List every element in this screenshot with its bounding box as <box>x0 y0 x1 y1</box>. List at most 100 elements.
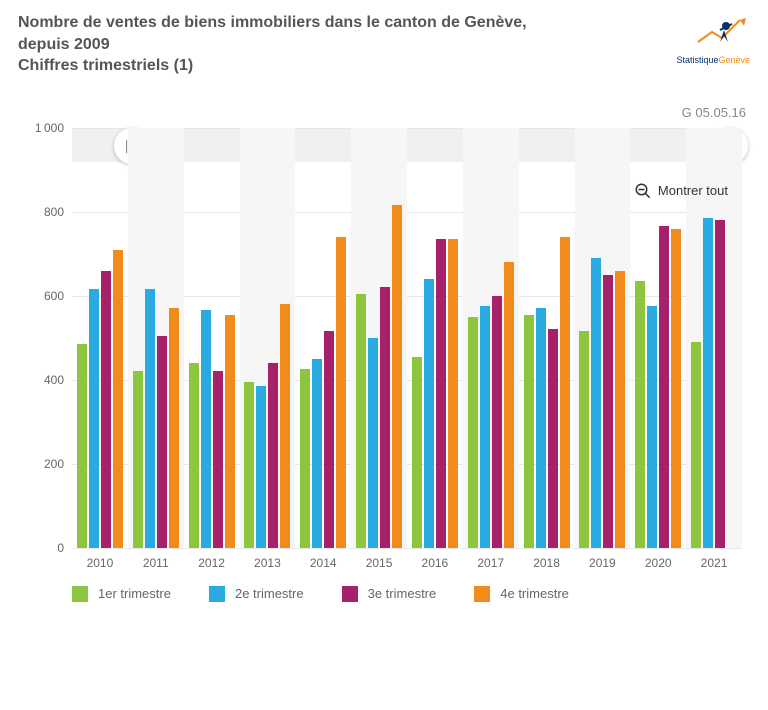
x-axis-label: 2018 <box>519 548 575 570</box>
bar[interactable] <box>145 289 155 547</box>
show-all-button[interactable]: Montrer tout <box>634 182 728 200</box>
year-column <box>519 128 575 548</box>
bar[interactable] <box>300 369 310 548</box>
bar[interactable] <box>647 306 657 548</box>
logo-icon <box>694 12 750 50</box>
x-axis-label: 2012 <box>184 548 240 570</box>
legend-swatch <box>474 586 490 602</box>
year-column <box>295 128 351 548</box>
year-column <box>128 128 184 548</box>
bar[interactable] <box>635 281 645 548</box>
bar[interactable] <box>244 382 254 548</box>
bar[interactable] <box>268 363 278 548</box>
year-column <box>463 128 519 548</box>
bar[interactable] <box>671 229 681 548</box>
bar[interactable] <box>615 271 625 548</box>
bar[interactable] <box>591 258 601 548</box>
y-axis-label: 200 <box>18 457 64 471</box>
legend-label: 2e trimestre <box>235 586 304 601</box>
bar[interactable] <box>659 226 669 547</box>
bar[interactable] <box>392 205 402 547</box>
bar-group <box>132 128 180 548</box>
legend-swatch <box>342 586 358 602</box>
legend-swatch <box>72 586 88 602</box>
bar[interactable] <box>77 344 87 548</box>
bar[interactable] <box>468 317 478 548</box>
bar[interactable] <box>504 262 514 548</box>
bar[interactable] <box>312 359 322 548</box>
bar[interactable] <box>424 279 434 548</box>
bar[interactable] <box>603 275 613 548</box>
zoom-out-icon <box>634 182 652 200</box>
x-axis-label: 2021 <box>686 548 742 570</box>
bar[interactable] <box>113 250 123 548</box>
legend-item[interactable]: 1er trimestre <box>72 586 171 602</box>
show-all-label: Montrer tout <box>658 183 728 198</box>
bar[interactable] <box>280 304 290 548</box>
bar-group <box>188 128 236 548</box>
year-column <box>351 128 407 548</box>
legend-swatch <box>209 586 225 602</box>
legend-item[interactable]: 2e trimestre <box>209 586 304 602</box>
title-line-1: Nombre de ventes de biens immobiliers da… <box>18 12 578 55</box>
bar[interactable] <box>579 331 589 547</box>
bar[interactable] <box>524 315 534 548</box>
bar-group <box>411 128 459 548</box>
legend-item[interactable]: 3e trimestre <box>342 586 437 602</box>
x-axis-label: 2010 <box>72 548 128 570</box>
bar[interactable] <box>548 329 558 547</box>
bar-group <box>76 128 124 548</box>
x-axis-label: 2013 <box>239 548 295 570</box>
bar[interactable] <box>536 308 546 547</box>
year-column <box>184 128 240 548</box>
bar[interactable] <box>189 363 199 548</box>
bar[interactable] <box>691 342 701 548</box>
plot-area: ❘❘ ❘❘ Montrer tout 02004006008001 000 <box>72 128 742 548</box>
title-line-2: Chiffres trimestriels (1) <box>18 55 578 77</box>
bar[interactable] <box>412 357 422 548</box>
x-axis-label: 2014 <box>295 548 351 570</box>
bar-group <box>467 128 515 548</box>
y-axis-label: 1 000 <box>18 121 64 135</box>
bar[interactable] <box>169 308 179 547</box>
bar[interactable] <box>480 306 490 548</box>
bar[interactable] <box>101 271 111 548</box>
bar[interactable] <box>336 237 346 548</box>
bar[interactable] <box>324 331 334 547</box>
bar[interactable] <box>225 315 235 548</box>
bar[interactable] <box>133 371 143 547</box>
bar-group <box>523 128 571 548</box>
bar[interactable] <box>356 294 366 548</box>
bar-group <box>579 128 627 548</box>
year-column <box>240 128 296 548</box>
bar[interactable] <box>157 336 167 548</box>
logo-text: StatistiqueGenève <box>676 55 750 65</box>
x-axis-label: 2017 <box>463 548 519 570</box>
bar[interactable] <box>213 371 223 547</box>
bar[interactable] <box>89 289 99 547</box>
bar-group <box>244 128 292 548</box>
chart-area: ❘❘ ❘❘ Montrer tout 02004006008001 000 20… <box>18 128 750 570</box>
bar[interactable] <box>715 220 725 548</box>
legend-label: 3e trimestre <box>368 586 437 601</box>
header-row: Nombre de ventes de biens immobiliers da… <box>18 12 750 77</box>
chart-reference: G 05.05.16 <box>18 105 746 120</box>
y-axis-label: 600 <box>18 289 64 303</box>
bar[interactable] <box>201 310 211 547</box>
logo: StatistiqueGenève <box>676 12 750 65</box>
bar[interactable] <box>492 296 502 548</box>
bar[interactable] <box>436 239 446 548</box>
year-column <box>72 128 128 548</box>
bar[interactable] <box>560 237 570 548</box>
bar[interactable] <box>380 287 390 547</box>
bar[interactable] <box>448 239 458 548</box>
chart-container: Nombre de ventes de biens immobiliers da… <box>0 0 768 620</box>
bar[interactable] <box>256 386 266 548</box>
x-axis-labels: 2010201120122013201420152016201720182019… <box>72 548 742 570</box>
chart-title: Nombre de ventes de biens immobiliers da… <box>18 12 578 77</box>
legend-item[interactable]: 4e trimestre <box>474 586 569 602</box>
bar[interactable] <box>703 218 713 548</box>
x-axis-label: 2020 <box>630 548 686 570</box>
bar[interactable] <box>368 338 378 548</box>
y-axis-label: 800 <box>18 205 64 219</box>
